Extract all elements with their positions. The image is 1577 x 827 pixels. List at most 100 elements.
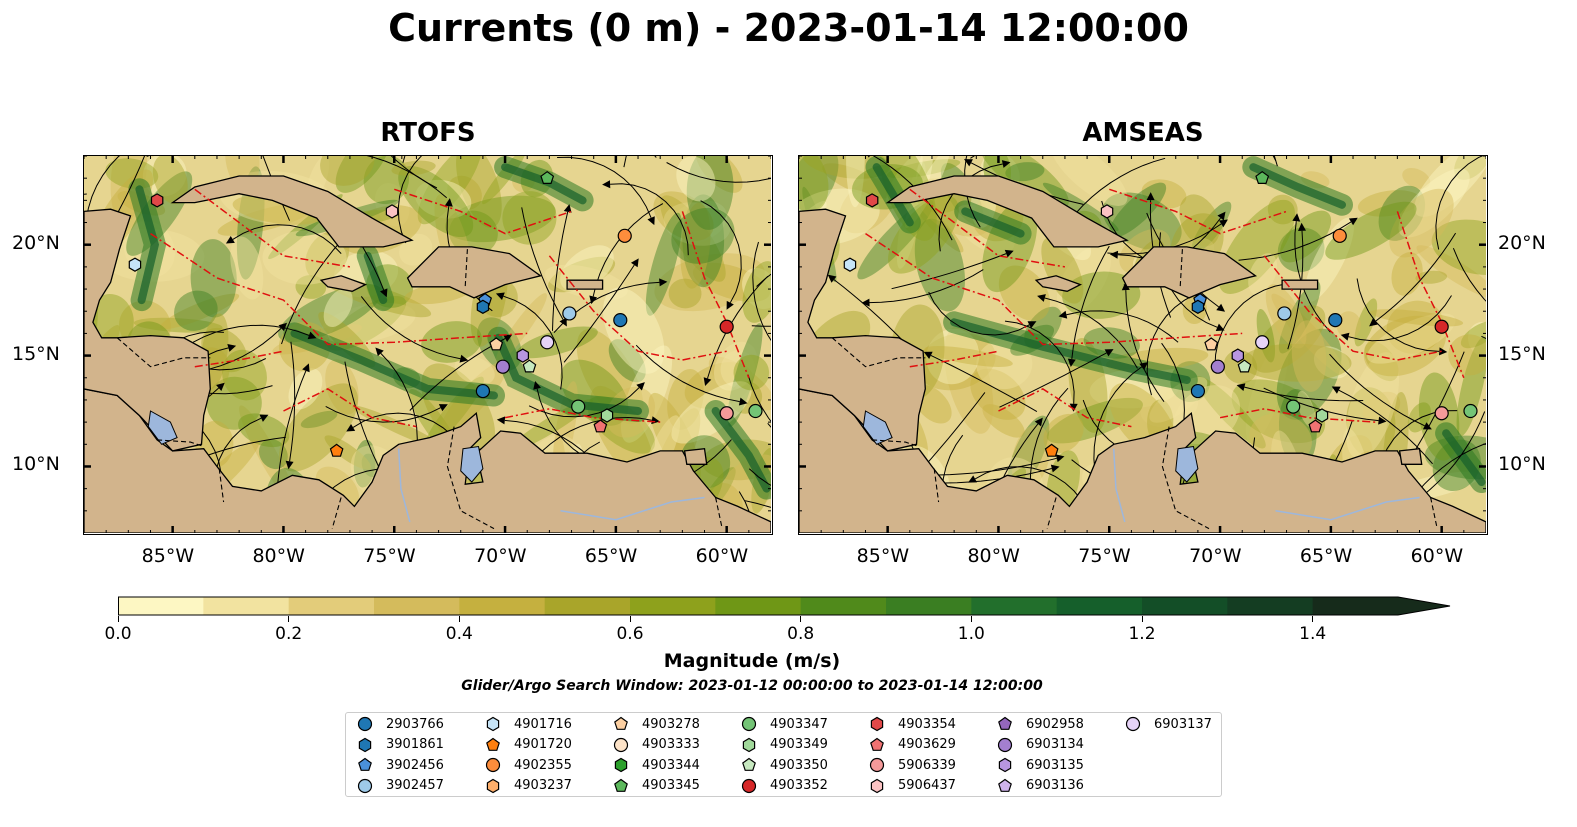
float-marker-4903347[interactable] [1463, 403, 1478, 419]
float-marker-4903349[interactable] [600, 408, 614, 423]
float-marker-5906437[interactable] [1100, 204, 1114, 219]
float-marker-5906339[interactable] [1434, 406, 1449, 421]
magnitude-patch [1336, 311, 1361, 339]
colorbar-tick [1141, 616, 1143, 622]
float-marker-6903135[interactable] [1231, 348, 1244, 363]
float-marker-2903766[interactable] [1328, 313, 1343, 328]
float-marker-4903350[interactable] [522, 359, 537, 373]
float-marker-4903347[interactable] [571, 399, 586, 414]
magnitude-patch [1378, 185, 1426, 241]
float-marker-6903137[interactable] [540, 335, 555, 350]
float-marker-4903278[interactable] [1204, 337, 1219, 351]
streamline [738, 491, 755, 533]
legend-item-2903766: 2903766 [356, 715, 444, 733]
float-marker-5906339[interactable] [719, 406, 734, 421]
float-marker-4903350[interactable] [1237, 359, 1252, 373]
legend-item-6903136: 6903136 [996, 777, 1084, 795]
streamline [964, 156, 981, 228]
eez-boundary [504, 408, 661, 423]
legend-marker-icon [742, 757, 756, 771]
float-marker-4903347[interactable] [1286, 399, 1301, 414]
legend-label: 6903134 [1026, 737, 1084, 752]
streamline [1093, 366, 1142, 471]
colorbar-tick-label: 1.0 [957, 624, 985, 644]
float-marker-4903352[interactable] [1434, 319, 1449, 334]
float-marker-6903135[interactable] [516, 348, 529, 363]
float-marker-4902355[interactable] [1332, 228, 1347, 243]
float-marker-4901716[interactable] [843, 257, 857, 272]
float-marker-4903352[interactable] [719, 319, 734, 334]
magnitude-patch [1431, 219, 1486, 275]
magnitude-patch [262, 230, 347, 285]
legend-label: 4903278 [642, 716, 700, 732]
eez-boundary [194, 350, 284, 368]
float-marker-4901716[interactable] [128, 257, 142, 272]
eez-boundary [283, 388, 417, 428]
float-legend: 2903766 3901861 3902456 3902457 4901716 49017… [345, 712, 1222, 797]
legend-marker-icon [870, 716, 884, 732]
magnitude-patch [799, 156, 829, 213]
float-marker-4903629[interactable] [593, 419, 608, 433]
float-marker-4903629[interactable] [1308, 419, 1323, 433]
streamline [1452, 248, 1486, 302]
magnitude-patch [391, 160, 436, 176]
float-marker-4901720[interactable] [1044, 443, 1059, 457]
float-marker-4903354[interactable] [150, 193, 164, 208]
magnitude-patch [323, 288, 353, 328]
float-marker-4903354[interactable] [865, 193, 879, 208]
magnitude-patch [886, 159, 961, 179]
float-marker-2903766[interactable] [475, 383, 491, 399]
float-marker-4903349[interactable] [1315, 408, 1329, 423]
legend-item-4901716: 4901716 [484, 715, 572, 733]
magnitude-patch [846, 156, 865, 208]
magnitude-patch [1195, 376, 1266, 449]
colorbar-bin [544, 597, 631, 615]
float-marker-4903347[interactable] [748, 403, 763, 419]
map-amseas-svg [799, 156, 1486, 533]
magnitude-patch [1011, 424, 1051, 490]
float-marker-4903345[interactable] [1255, 170, 1270, 184]
land-yucatan [799, 208, 926, 452]
streamline [1263, 387, 1379, 422]
float-marker-3902457[interactable] [562, 306, 577, 321]
magnitude-patch [206, 376, 262, 430]
streamline-arrow [1067, 358, 1076, 368]
magnitude-patch [1386, 300, 1444, 354]
float-marker-2903766[interactable] [1190, 383, 1206, 399]
float-marker-3902457[interactable] [1277, 306, 1292, 321]
streamline [281, 240, 342, 345]
streamline [557, 156, 652, 218]
float-marker-3901861[interactable] [476, 299, 490, 314]
magnitude-patch [692, 262, 771, 302]
streamline-arrow [1069, 403, 1078, 412]
strong-current-core [961, 207, 1025, 238]
float-marker-4901720[interactable] [329, 443, 344, 457]
legend-label: 3901861 [386, 737, 444, 752]
magnitude-patch [1267, 194, 1298, 225]
legend-label: 4901716 [514, 716, 572, 732]
magnitude-patch [230, 236, 264, 300]
lake-1 [460, 445, 484, 483]
float-marker-3901861[interactable] [1191, 299, 1205, 314]
float-marker-6903134[interactable] [495, 359, 510, 374]
float-marker-6903137[interactable] [1255, 335, 1270, 350]
legend-item-4903237: 4903237 [484, 777, 572, 795]
float-marker-4903278[interactable] [489, 337, 504, 351]
float-marker-2903766[interactable] [613, 313, 628, 328]
float-marker-4902355[interactable] [617, 228, 632, 243]
streamline-arrow [1001, 160, 1011, 168]
legend-marker-icon [998, 778, 1012, 792]
lon-label: 60°W [695, 545, 749, 567]
lat-label-left: 15°N [12, 342, 60, 365]
land-cuba [170, 175, 414, 248]
magnitude-patch [1256, 308, 1276, 363]
country-border [872, 439, 919, 448]
legend-item-4903344: 4903344 [612, 756, 700, 774]
float-marker-4903345[interactable] [540, 170, 555, 184]
streamline-arrow [1034, 417, 1043, 427]
float-marker-5906437[interactable] [385, 204, 399, 219]
legend-label: 4903333 [642, 737, 700, 752]
streamline-arrow [861, 298, 870, 307]
float-marker-6903134[interactable] [1210, 359, 1225, 374]
colorbar-tick [1312, 616, 1314, 622]
